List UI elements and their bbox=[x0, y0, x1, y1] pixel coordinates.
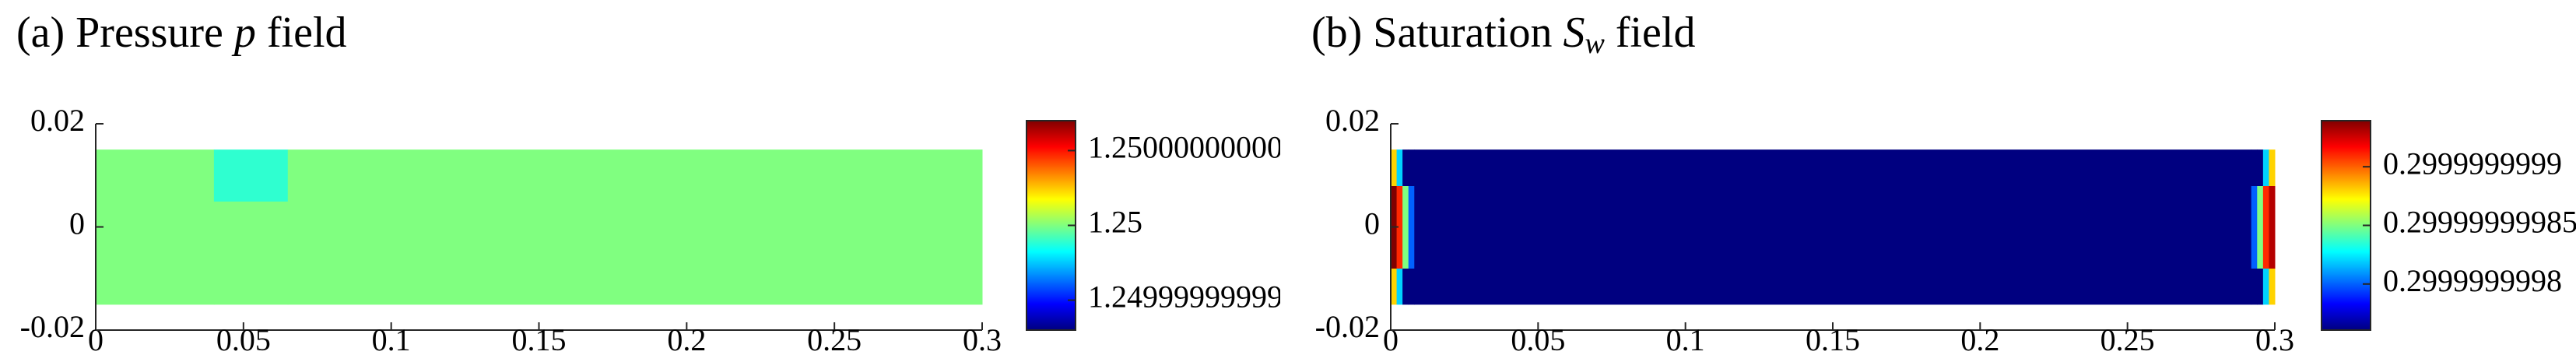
colorbar-tick-label: 0.2999999998 bbox=[2383, 263, 2562, 298]
title-part: (a) Pressure bbox=[16, 9, 234, 57]
heatmap-cell bbox=[1396, 268, 1403, 305]
x-tick-label: 0.3 bbox=[963, 322, 1002, 351]
x-tick-label: 0.25 bbox=[807, 322, 862, 351]
panel: (b) Saturation Sw field 0 0.05 0.1 0.15 0.2 0.… bbox=[1311, 9, 2576, 351]
y-tick-label: 0.02 bbox=[30, 103, 85, 138]
heatmap-cell bbox=[2269, 268, 2276, 305]
x-tick-label: 0 bbox=[88, 322, 104, 351]
y-tick-label: -0.02 bbox=[1315, 309, 1380, 344]
heatmap-cell bbox=[1408, 268, 1415, 305]
heatmap-cell bbox=[1391, 149, 1398, 186]
x-tick-label: 0.05 bbox=[1511, 322, 1565, 351]
title-part: w bbox=[1585, 27, 1605, 60]
y-tick-label: -0.02 bbox=[20, 309, 85, 344]
heatmap-cell bbox=[2269, 185, 2276, 269]
heatmap-cell bbox=[2262, 185, 2269, 269]
x-tick-label: 0.3 bbox=[2255, 322, 2294, 351]
heatmap-cell bbox=[1391, 268, 1398, 305]
title-part: S bbox=[1563, 9, 1585, 57]
y-tick-label: 0 bbox=[1364, 206, 1380, 241]
heatmap-cell bbox=[1396, 185, 1403, 269]
y-tick-label: 0.02 bbox=[1325, 103, 1380, 138]
heatmap-cell bbox=[1414, 185, 2252, 269]
heatmap-cell bbox=[1402, 268, 1409, 305]
x-tick-label: 0.2 bbox=[1960, 322, 1999, 351]
heatmap-cell bbox=[96, 149, 215, 202]
x-tick-label: 0.2 bbox=[667, 322, 706, 351]
title-part: field bbox=[1605, 9, 1696, 57]
panel: (a) Pressure p field 0 0.05 0.1 0.15 0.2 0.25 0… bbox=[16, 9, 1314, 351]
colorbar-tick-label: 1.25 bbox=[1088, 205, 1142, 240]
heatmap-cell bbox=[96, 201, 215, 305]
heatmap-cell bbox=[2262, 149, 2269, 186]
heatmap-cell bbox=[1414, 149, 2252, 186]
colorbar bbox=[2321, 120, 2371, 331]
heatmap-cell bbox=[1408, 149, 1415, 186]
heatmap-cell bbox=[213, 201, 289, 305]
heatmap-cell bbox=[287, 149, 983, 202]
x-tick-label: 0 bbox=[1383, 322, 1399, 351]
title-part: field bbox=[256, 9, 347, 57]
y-tick-label: 0 bbox=[69, 206, 85, 241]
heatmap-cell bbox=[213, 149, 289, 202]
x-tick-label: 0.1 bbox=[1666, 322, 1705, 351]
heatmap-cell bbox=[1402, 149, 1409, 186]
x-tick-label: 0.05 bbox=[216, 322, 271, 351]
heatmap-cell bbox=[2257, 268, 2264, 305]
x-tick-label: 0.15 bbox=[1806, 322, 1860, 351]
heatmap-cell bbox=[2257, 149, 2264, 186]
heatmap-cell bbox=[1396, 149, 1403, 186]
colorbar-tick-label: 0.29999999985 bbox=[2383, 205, 2576, 240]
heatmap-cell bbox=[1414, 268, 2252, 305]
heatmap-cell bbox=[2251, 185, 2258, 269]
x-tick-label: 0.15 bbox=[512, 322, 567, 351]
colorbar-tick-label: 1.2499999999950 bbox=[1088, 279, 1314, 315]
x-tick-label: 0.1 bbox=[372, 322, 411, 351]
heatmap-cell bbox=[2251, 268, 2258, 305]
heatmap-cell bbox=[2251, 149, 2258, 186]
panel-title: (a) Pressure p field bbox=[16, 9, 347, 57]
heatmap-cell bbox=[2262, 268, 2269, 305]
heatmap-cell bbox=[287, 201, 983, 305]
title-part: (b) Saturation bbox=[1311, 9, 1563, 57]
x-tick-label: 0.25 bbox=[2100, 322, 2155, 351]
heatmap-cell bbox=[2257, 185, 2264, 269]
colorbar-tick-label: 0.2999999999 bbox=[2383, 146, 2562, 181]
heatmap-cell bbox=[1408, 185, 1415, 269]
title-part: p bbox=[231, 9, 256, 57]
panel-title: (b) Saturation Sw field bbox=[1311, 9, 1695, 60]
heatmap-cell bbox=[2269, 149, 2276, 186]
colorbar-tick-label: 1.2500000000050 bbox=[1088, 130, 1314, 165]
heatmap-cell bbox=[1402, 185, 1409, 269]
colorbar bbox=[1026, 120, 1076, 331]
